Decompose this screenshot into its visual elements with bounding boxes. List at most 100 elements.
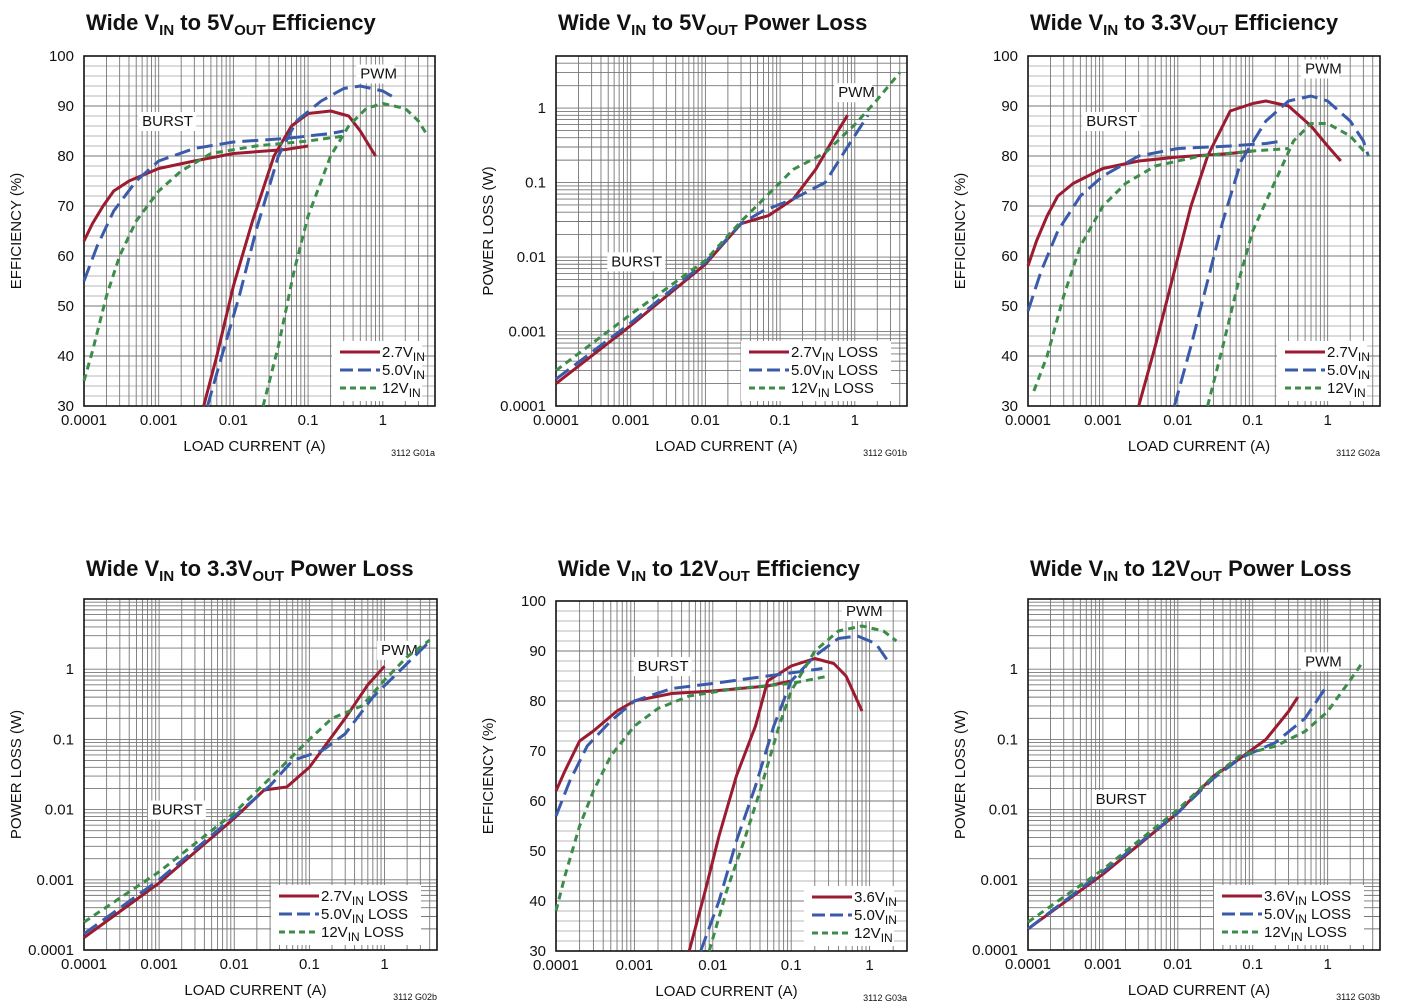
x-tick-label: 0.1 — [1242, 956, 1263, 973]
annotation-burst: BURST — [1096, 791, 1147, 808]
series-line-green — [1027, 660, 1365, 924]
annotation-bg — [607, 252, 666, 272]
series-line-green — [82, 134, 344, 382]
chart-panel-6: Wide VIN to 12VOUT Power Loss LOAD CURREN… — [952, 556, 1381, 1002]
legend-entry: 12VIN — [854, 925, 893, 945]
y-tick-label: 0.001 — [980, 872, 1018, 889]
x-tick-label: 0.001 — [140, 956, 178, 973]
annotation-burst: BURST — [142, 113, 193, 130]
annotation-pwm: PWM — [360, 66, 397, 83]
series-line-green — [1206, 122, 1370, 407]
series-line-green — [1032, 147, 1289, 392]
annotation-bg — [138, 112, 197, 131]
legend-entry: 2.7VIN LOSS — [791, 344, 878, 364]
y-tick-label: 100 — [49, 48, 74, 65]
chart-panel-3: Wide VIN to 3.3VOUT Efficiency LOAD CURRE… — [952, 10, 1381, 458]
figure-code: 3112 G03b — [1336, 992, 1380, 1002]
y-tick-label: 70 — [57, 198, 74, 215]
annotation-burst: BURST — [638, 658, 689, 675]
annotation-burst: BURST — [1086, 113, 1137, 130]
series-line-blue — [1027, 683, 1329, 931]
x-axis-label: LOAD CURRENT (A) — [1128, 982, 1270, 999]
series-line-red — [555, 114, 849, 385]
y-tick-label: 0.0001 — [972, 942, 1018, 959]
series-line-blue — [83, 640, 431, 936]
y-tick-label: 40 — [1001, 348, 1018, 365]
y-tick-label: 1 — [538, 100, 546, 117]
x-tick-label: 0.1 — [1242, 412, 1263, 429]
x-tick-label: 1 — [380, 956, 388, 973]
legend-entry: 12VIN LOSS — [1264, 924, 1347, 944]
chart-title: Wide VIN to 3.3VOUT Efficiency — [1030, 10, 1339, 39]
x-tick-label: 1 — [865, 957, 873, 974]
annotation-bg — [633, 657, 692, 676]
figure-code: 3112 G01b — [863, 448, 907, 458]
x-tick-label: 0.001 — [1084, 956, 1122, 973]
x-tick-label: 0.0001 — [1005, 412, 1051, 429]
figure-code: 3112 G02b — [393, 992, 437, 1002]
x-tick-label: 0.0001 — [533, 412, 579, 429]
y-tick-label: 30 — [1001, 398, 1018, 415]
series-line-green — [83, 638, 431, 924]
legend-entry: 2.7VIN — [382, 344, 425, 364]
y-tick-label: 90 — [529, 643, 546, 660]
series-line-red — [83, 665, 386, 939]
annotation-pwm: PWM — [381, 642, 418, 659]
series-line-blue — [1172, 94, 1370, 407]
series-line-blue — [699, 634, 891, 952]
series-line-green — [261, 102, 430, 407]
y-tick-label: 0.01 — [45, 802, 74, 819]
series-line-red — [1026, 149, 1253, 267]
legend-entry: 5.0VIN LOSS — [321, 906, 408, 926]
series-line-red — [554, 679, 792, 792]
series-line-blue — [82, 129, 344, 282]
chart-panel-1: Wide VIN to 5VOUT Efficiency LOAD CURRENT… — [8, 10, 436, 458]
legend-entry: 12VIN LOSS — [791, 380, 874, 400]
legend-entry: 2.7VIN — [1327, 344, 1370, 364]
y-tick-label: 0.1 — [525, 175, 546, 192]
legend-entry: 5.0VIN — [854, 907, 897, 927]
legend-entry: 5.0VIN — [1327, 362, 1370, 382]
y-tick-label: 90 — [57, 98, 74, 115]
x-axis-label: LOAD CURRENT (A) — [183, 438, 325, 455]
chart-title: Wide VIN to 5VOUT Power Loss — [558, 10, 867, 39]
figure-code: 3112 G01a — [391, 448, 435, 458]
y-tick-label: 100 — [521, 593, 546, 610]
y-axis-label: POWER LOSS (W) — [952, 710, 969, 839]
legend-entry: 5.0VIN LOSS — [1264, 906, 1351, 926]
x-tick-label: 1 — [379, 412, 387, 429]
y-tick-label: 60 — [529, 793, 546, 810]
x-tick-label: 1 — [851, 412, 859, 429]
x-tick-label: 0.001 — [612, 412, 650, 429]
series-line-blue — [206, 84, 397, 407]
annotation-bg — [1082, 112, 1141, 131]
annotation-pwm: PWM — [1305, 653, 1342, 670]
x-tick-label: 0.1 — [781, 957, 802, 974]
x-axis-label: LOAD CURRENT (A) — [184, 982, 326, 999]
x-tick-label: 0.1 — [298, 412, 319, 429]
x-tick-label: 0.001 — [1084, 412, 1122, 429]
x-tick-label: 0.1 — [770, 412, 791, 429]
x-tick-label: 0.01 — [1163, 412, 1192, 429]
legend-entry: 12VIN — [382, 380, 421, 400]
legend-entry: 5.0VIN — [382, 362, 425, 382]
y-tick-label: 0.1 — [997, 731, 1018, 748]
annotation-bg — [834, 83, 873, 103]
y-tick-label: 1 — [1010, 661, 1018, 678]
annotation-bg — [1091, 790, 1150, 810]
x-tick-label: 0.01 — [219, 412, 248, 429]
x-tick-label: 0.01 — [1163, 956, 1192, 973]
y-tick-label: 90 — [1001, 98, 1018, 115]
x-tick-label: 0.01 — [220, 956, 249, 973]
series-line-red — [82, 144, 309, 242]
chart-title: Wide VIN to 5VOUT Efficiency — [86, 10, 377, 39]
series-line-red — [687, 657, 864, 952]
chart-panel-2: Wide VIN to 5VOUT Power Loss LOAD CURRENT… — [480, 10, 908, 458]
x-tick-label: 0.0001 — [61, 956, 107, 973]
x-axis-label: LOAD CURRENT (A) — [1128, 438, 1270, 455]
x-tick-label: 0.1 — [299, 956, 320, 973]
legend-entry: 3.6VIN — [854, 889, 897, 909]
x-tick-label: 1 — [1323, 412, 1331, 429]
series-line-blue — [1026, 139, 1283, 312]
